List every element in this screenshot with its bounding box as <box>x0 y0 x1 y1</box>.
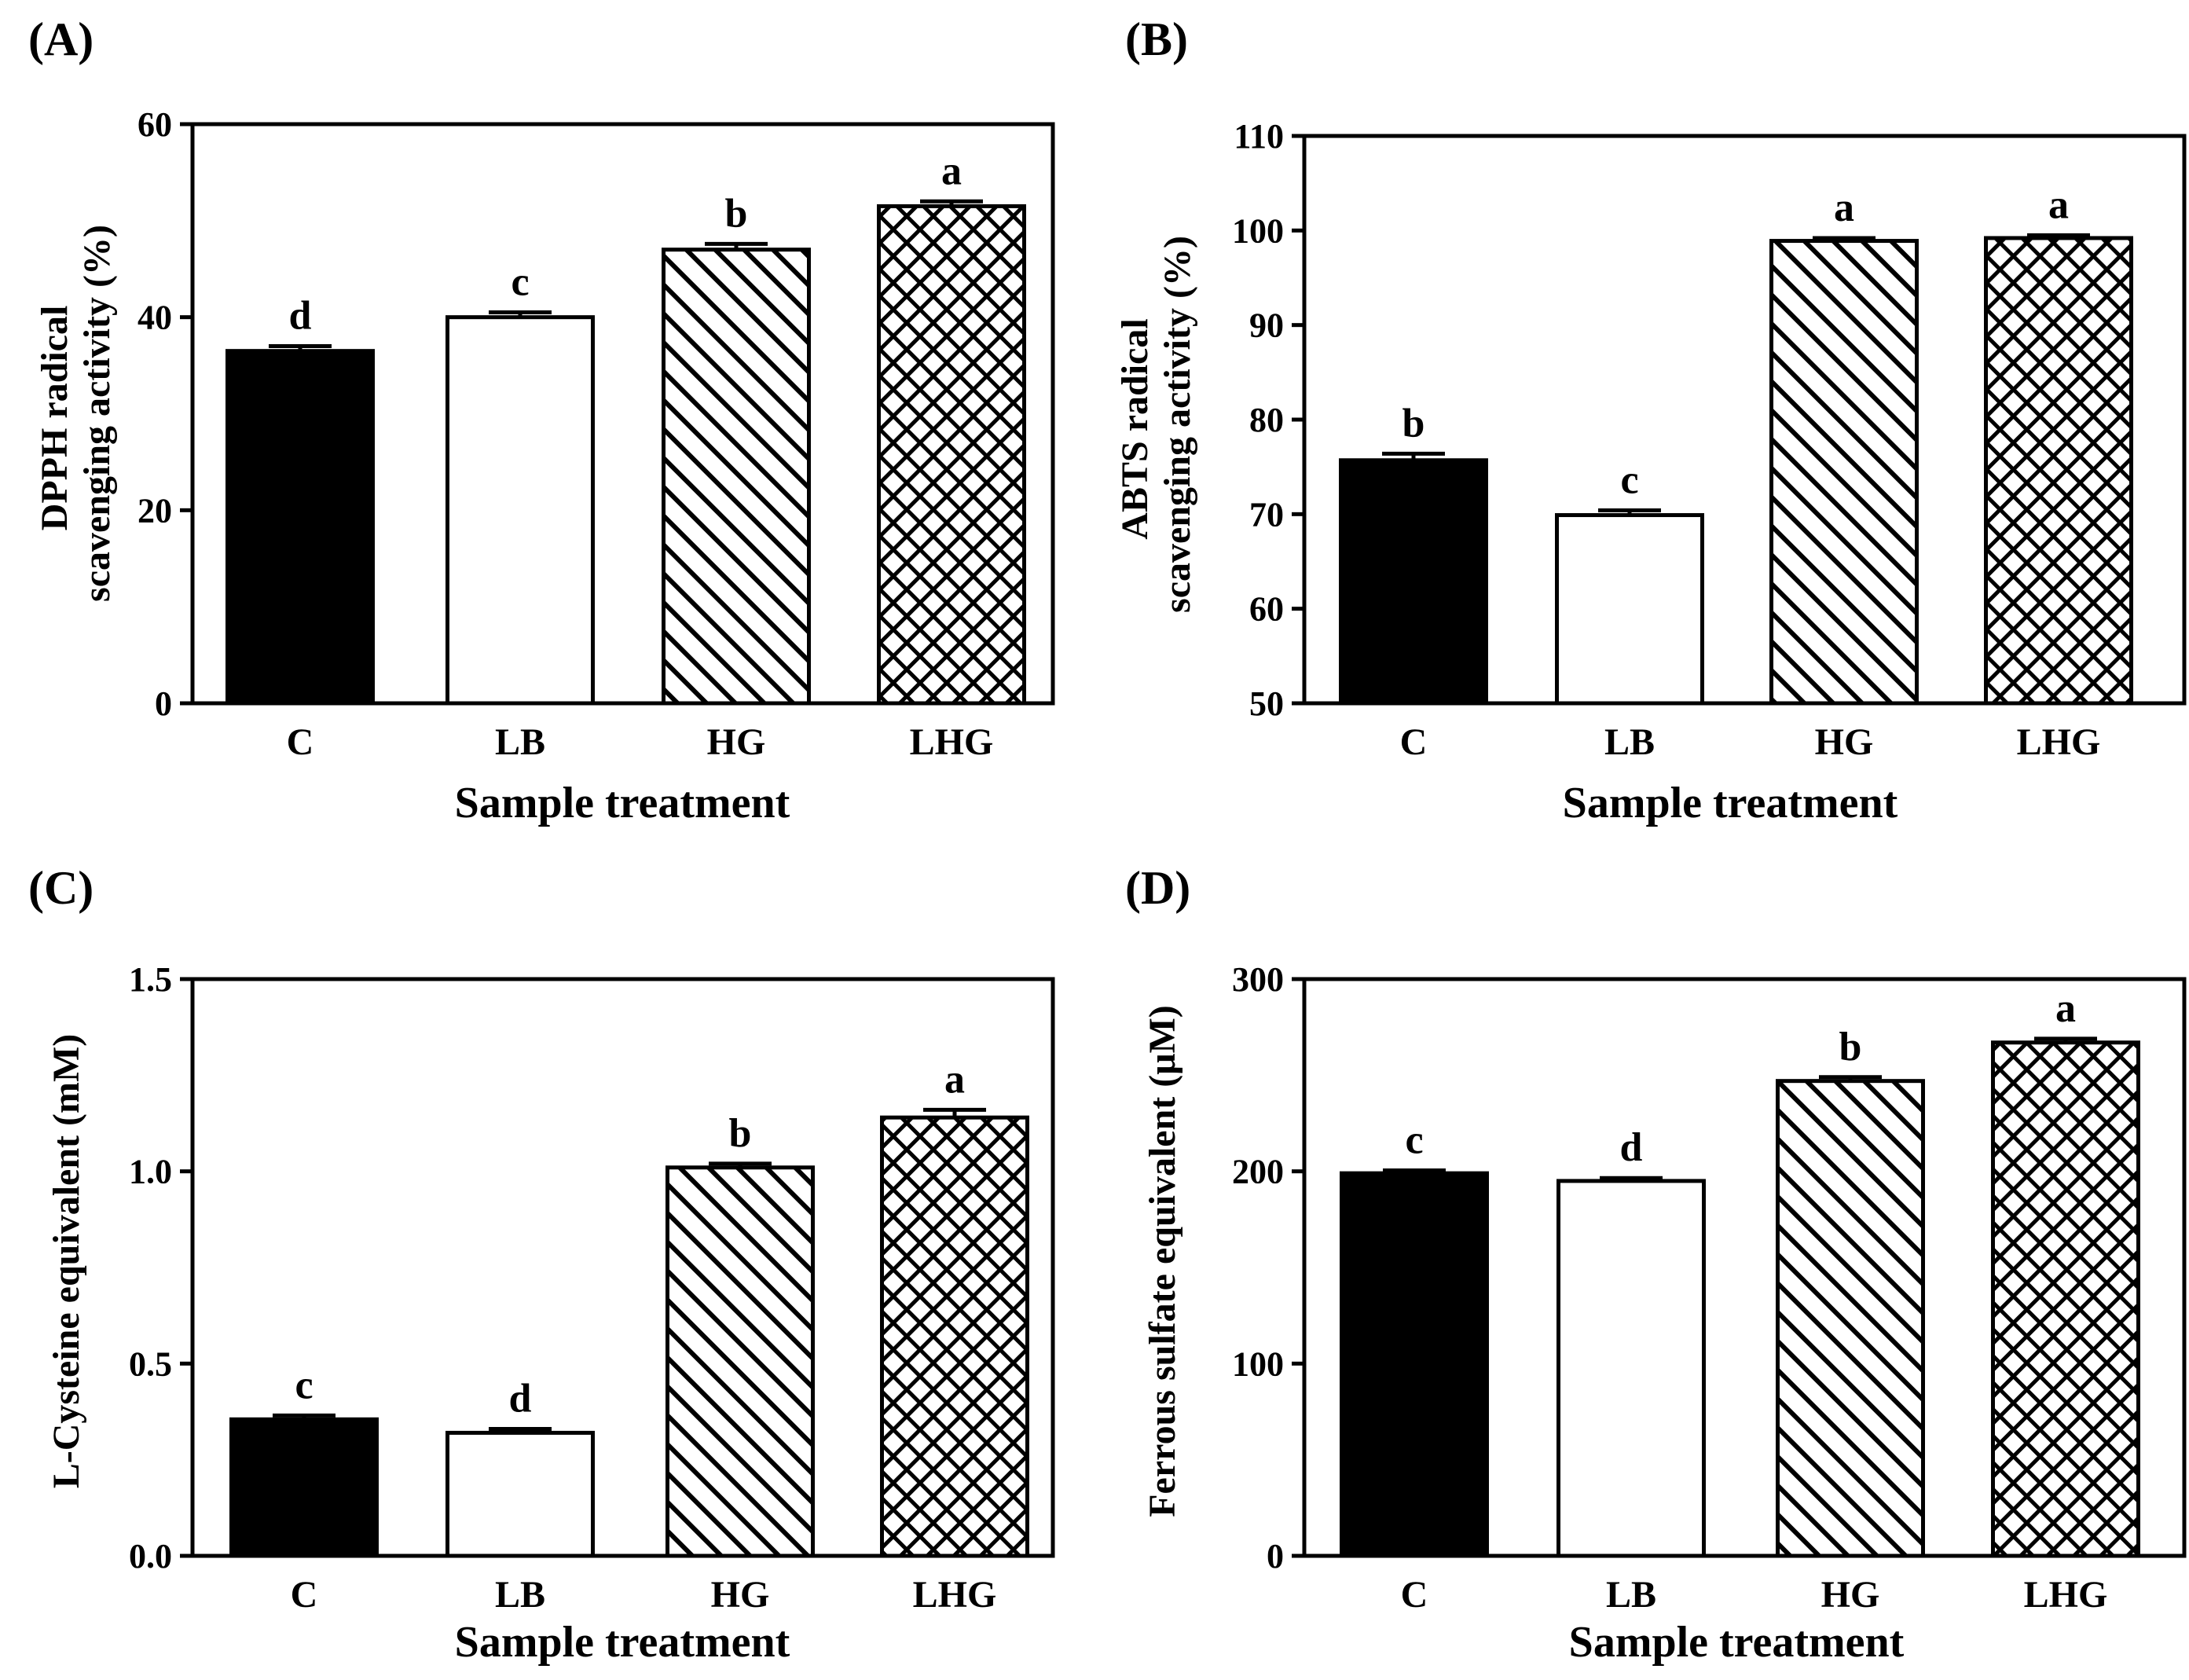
panel-b-x-tick-label-c: C <box>1400 721 1428 763</box>
panel-d-y-tick-label-3: 300 <box>1232 960 1284 999</box>
panel-a-x-tick-label-lb: LB <box>495 721 545 763</box>
panel-a-label: (A) <box>28 13 94 65</box>
panel-d-y-axis-title-line-1: Ferrous sulfate equivalent (μM) <box>1142 1005 1183 1517</box>
panel-c-y-tick-label-1: 0.5 <box>129 1344 172 1383</box>
panel-a-x-tick-label-c: C <box>287 721 314 763</box>
panel-c-x-tick-label-lhg: LHG <box>913 1574 997 1616</box>
panel-a-bar-lb <box>446 315 595 706</box>
panel-b-x-tick-label-lb: LB <box>1604 721 1655 763</box>
panel-b-y-tick-label-4: 90 <box>1249 306 1284 345</box>
panel-d-significance-lhg: a <box>2055 986 2076 1031</box>
panel-a-y-axis-title-line-1: DPPH radical <box>34 306 75 531</box>
panel-a-bar-c <box>226 349 375 706</box>
panel-c-x-tick-label-hg: HG <box>711 1574 770 1616</box>
panel-d-significance-c: c <box>1405 1117 1423 1162</box>
panel-d-significance-lb: d <box>1620 1125 1643 1170</box>
panel-d-y-tick-label-1: 100 <box>1232 1344 1284 1383</box>
panel-c-x-tick-label-c: C <box>291 1574 318 1616</box>
panel-a-y-tick-label-3: 60 <box>138 105 172 144</box>
panel-a-significance-lb: c <box>511 260 529 305</box>
panel-b-y-tick-label-0: 50 <box>1249 684 1284 723</box>
panel-c-significance-lhg: a <box>944 1057 965 1102</box>
panel-c-plot: 0.0 0.5 1.0 1.5 c Cd LB b HG a LHG <box>129 960 1055 1616</box>
panel-b-y-axis-title: ABTS radical scavenging activity (%) <box>1114 236 1198 613</box>
panel-b-y-axis-title-line-1: ABTS radical <box>1114 318 1156 539</box>
panel-b-y-tick-label-3: 80 <box>1249 401 1284 439</box>
panel-d-bar-lhg <box>1991 1040 2140 1558</box>
panel-d: (D) 0 100 200 300 c Cd LB b HG a LHG Sample treatm… <box>1125 862 2187 1667</box>
panel-a-significance-c: d <box>289 294 312 339</box>
panel-b-x-tick-label-hg: HG <box>1815 721 1874 763</box>
panel-b-bar-hg <box>1769 239 1919 706</box>
panel-d-significance-hg: b <box>1839 1025 1862 1069</box>
panel-d-x-tick-label-lb: LB <box>1606 1574 1656 1616</box>
panel-c-y-tick-label-3: 1.5 <box>129 960 172 999</box>
panel-a-y-tick-label-2: 40 <box>138 299 172 337</box>
panel-a-y-tick-label-1: 20 <box>138 491 172 530</box>
panel-d-bar-hg <box>1776 1079 1925 1558</box>
panel-d-x-tick-label-hg: HG <box>1821 1574 1880 1616</box>
panel-a-significance-lhg: a <box>941 149 962 193</box>
panel-b-label: (B) <box>1125 13 1188 65</box>
panel-c-bar-hg <box>666 1165 815 1558</box>
panel-a-y-tick-label-0: 0 <box>155 684 172 723</box>
panel-c-significance-hg: b <box>729 1111 752 1156</box>
panel-b-bar-c <box>1339 458 1488 706</box>
panel-c-significance-c: c <box>295 1363 313 1407</box>
panel-b-plot: 50 60 70 80 90 100 110 b Cc LB a HG a LHG <box>1232 117 2187 763</box>
panel-b-y-tick-label-1: 60 <box>1249 590 1284 629</box>
panel-a-bar-lhg <box>877 204 1026 706</box>
panel-d-plot-frame <box>1302 977 2187 1558</box>
panel-d-y-axis-title: Ferrous sulfate equivalent (μM) <box>1142 1005 1183 1517</box>
panel-c-x-tick-label-lb: LB <box>495 1574 545 1616</box>
panel-b-y-tick-label-5: 100 <box>1232 211 1284 250</box>
panel-a-plot-frame <box>190 122 1055 706</box>
panel-b: (B) 50 60 70 80 90 100 110 b Cc LB a HG a LHG Sample … <box>1114 13 2187 827</box>
panel-d-x-axis-title: Sample treatment <box>1569 1618 1905 1667</box>
panel-a-significance-hg: b <box>725 191 748 236</box>
panel-a-plot: 0 20 40 60 d Cc LB b HG a LHG <box>138 105 1055 763</box>
panel-a: (A) 0 20 40 60 d Cc LB b HG a LHG Sample treatment… <box>28 13 1055 827</box>
panel-a-y-axis-title-line-2: scavenging activity (%) <box>76 225 118 602</box>
panel-a-x-tick-label-lhg: LHG <box>910 721 994 763</box>
panel-d-y-tick-label-0: 0 <box>1267 1537 1284 1575</box>
panel-b-bar-lb <box>1555 513 1704 706</box>
panel-a-bar-hg <box>662 248 811 706</box>
panel-c-y-tick-label-2: 1.0 <box>129 1153 172 1191</box>
panel-c-y-axis-title: L-Cysteine equivalent (mM) <box>46 1034 87 1489</box>
panel-d-bar-c <box>1340 1171 1489 1558</box>
panel-b-y-axis-title-line-2: scavenging activity (%) <box>1157 236 1198 613</box>
panel-d-label: (D) <box>1125 862 1190 914</box>
panel-b-y-tick-label-2: 70 <box>1249 495 1284 534</box>
panel-d-x-tick-label-c: C <box>1401 1574 1428 1616</box>
panel-c-bar-lhg <box>880 1115 1029 1558</box>
panel-c-significance-lb: d <box>509 1377 532 1421</box>
panel-b-significance-lhg: a <box>2048 182 2069 227</box>
panel-c-bar-lb <box>446 1430 595 1558</box>
panel-d-y-tick-label-2: 200 <box>1232 1153 1284 1191</box>
panel-b-bar-lhg <box>1984 236 2133 706</box>
panel-c-y-tick-label-0: 0.0 <box>129 1537 172 1575</box>
panel-b-significance-lb: c <box>1620 458 1638 503</box>
panel-a-y-axis-title: DPPH radical scavenging activity (%) <box>34 225 118 602</box>
panel-c-plot-frame <box>190 977 1055 1558</box>
panel-c-x-axis-title: Sample treatment <box>455 1618 790 1667</box>
panel-c-label: (C) <box>28 862 94 914</box>
panel-d-bar-lb <box>1556 1179 1706 1558</box>
panel-a-x-axis-title: Sample treatment <box>455 779 790 827</box>
panel-c-bar-c <box>229 1417 379 1558</box>
panel-d-x-tick-label-lhg: LHG <box>2024 1574 2108 1616</box>
panel-c-y-axis-title-line-1: L-Cysteine equivalent (mM) <box>46 1034 87 1489</box>
panel-b-y-tick-label-6: 110 <box>1234 117 1284 156</box>
panel-b-x-axis-title: Sample treatment <box>1563 779 1898 827</box>
panel-d-plot: 0 100 200 300 c Cd LB b HG a LHG <box>1232 960 2187 1616</box>
panel-c: (C) 0.0 0.5 1.0 1.5 c Cd LB b HG a LHG Sample trea… <box>28 862 1055 1667</box>
panel-b-x-tick-label-lhg: LHG <box>2017 721 2101 763</box>
panel-a-x-tick-label-hg: HG <box>707 721 766 763</box>
panel-b-significance-c: b <box>1402 401 1425 446</box>
panel-b-significance-hg: a <box>1834 185 1854 230</box>
